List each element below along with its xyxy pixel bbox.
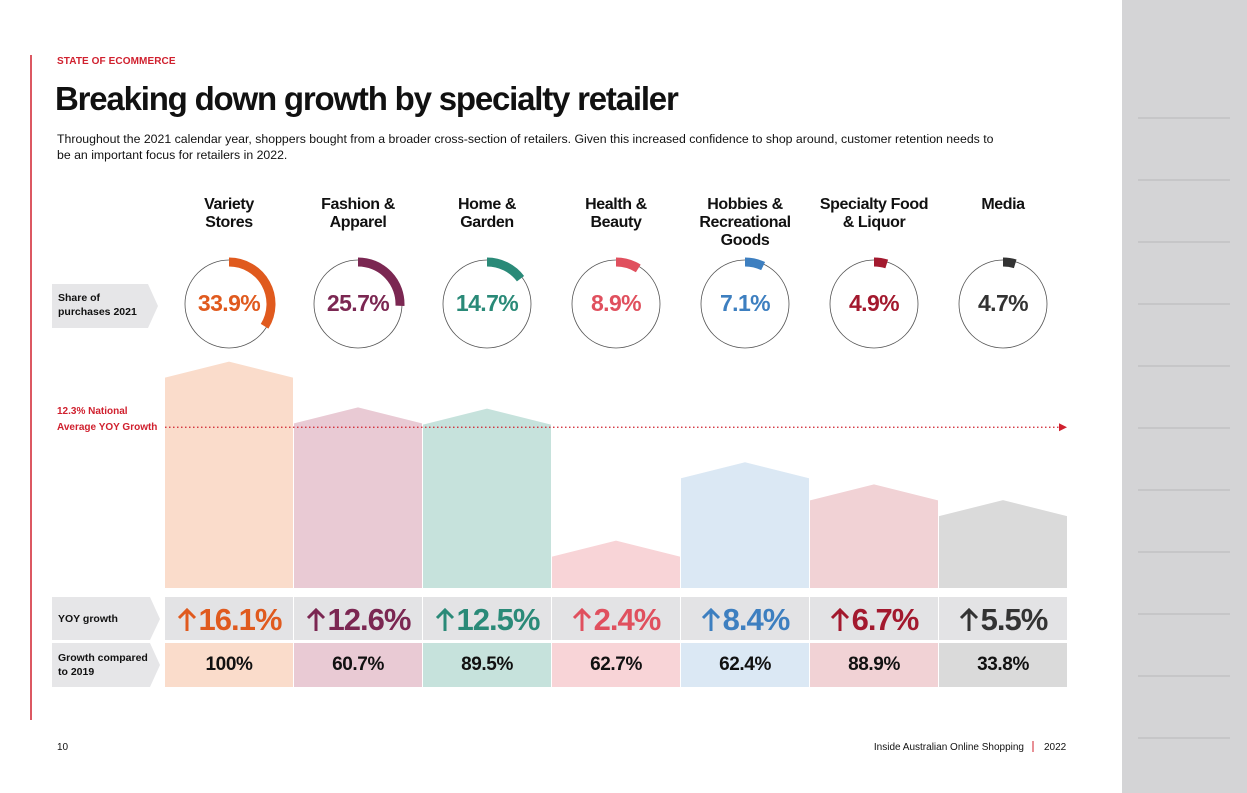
vs2019-label: 62.7% [590,654,642,675]
yoy-label: 16.1% [165,601,293,639]
row-tab [52,643,160,687]
row-label: Growth compared to 2019 [58,652,148,678]
share-label: 4.9% [848,290,900,316]
vs2019-label: 33.8% [977,654,1029,675]
arrowhead [1059,423,1067,432]
yoy-label: 12.6% [294,601,422,639]
up-arrow [830,607,849,631]
share-label: 33.9% [197,290,261,316]
vs2019-cell [423,643,551,687]
vs2019-label: 60.7% [332,654,384,675]
share-label: 7.1% [719,290,771,316]
share-arc [744,257,766,271]
yoy-label: 12.5% [423,601,551,639]
section-label: STATE OF ECOMMERCE [57,56,176,67]
up-arrow [701,607,720,631]
page-title: Breaking down growth by specialty retail… [55,80,679,117]
page-number: 10 [57,742,69,753]
up-arrow [177,607,196,631]
vs2019-cell [681,643,809,687]
share-label: 4.7% [977,290,1029,316]
up-arrow [830,607,849,631]
row-tab [52,597,160,640]
year: 2022 [1044,742,1067,753]
growth-column [810,484,938,588]
growth-column [939,500,1067,588]
up-arrow [177,607,196,631]
vs2019-label: 88.9% [848,654,900,675]
yoy-value: 6.7% [851,602,920,637]
share-label: 8.9% [590,290,642,316]
vs2019-cell [939,643,1067,687]
share-arc [615,257,641,273]
row-label: Share of purchases 2021 [58,292,137,318]
category-name: Fashion & Apparel [321,196,395,231]
yoy-label: 2.4% [552,601,680,639]
vs2019-cell [552,643,680,687]
vs2019-label: 100% [205,654,253,675]
growth-column [423,408,551,588]
yoy-value: 12.6% [327,602,412,637]
row-tab [52,284,158,328]
yoy-value: 12.5% [456,602,541,637]
up-arrow [959,607,978,631]
vs2019-label: 89.5% [461,654,513,675]
yoy-cell [552,597,680,640]
sidebar [1122,0,1247,793]
intro: Throughout the 2021 calendar year, shopp… [57,132,994,162]
category-name: Home & Garden [457,196,517,231]
yoy-cell [939,597,1067,640]
category-name: Variety Stores [204,196,254,231]
share-arc [1002,257,1017,269]
up-arrow [435,607,454,631]
share-arc [228,257,276,329]
share-arc [357,257,405,307]
row-label: YOY growth [58,613,118,625]
vs2019-label: 62.4% [719,654,771,675]
category-name: Health & Beauty [585,196,647,231]
yoy-value: 2.4% [593,602,662,637]
growth-column [165,361,293,588]
category-name: Hobbies & Recreational Goods [699,196,791,249]
up-arrow [572,607,591,631]
yoy-label: 8.4% [681,601,809,639]
sidebar-lines [1138,117,1230,739]
yoy-label: 5.5% [939,601,1067,639]
growth-column [552,540,680,588]
up-arrow [306,607,325,631]
vs2019-cell [165,643,293,687]
publication: Inside Australian Online Shopping [873,742,1024,753]
national-average-label: 12.3% National Average YOY Growth [57,406,158,433]
up-arrow [572,607,591,631]
up-arrow [959,607,978,631]
growth-column [681,462,809,588]
share-arc [873,257,889,269]
up-arrow [306,607,325,631]
up-arrow [435,607,454,631]
yoy-label: 6.7% [810,601,938,639]
up-arrow [701,607,720,631]
category-name: Media [981,196,1025,213]
yoy-cell [681,597,809,640]
vs2019-cell [810,643,938,687]
growth-column [294,407,422,588]
yoy-value: 8.4% [722,602,791,637]
share-label: 25.7% [326,290,390,316]
vs2019-cell [294,643,422,687]
category-name: Specialty Food & Liquor [819,196,929,231]
share-label: 14.7% [455,290,519,316]
yoy-value: 5.5% [980,602,1049,637]
share-arc [486,257,525,282]
yoy-value: 16.1% [198,602,283,637]
yoy-cell [810,597,938,640]
